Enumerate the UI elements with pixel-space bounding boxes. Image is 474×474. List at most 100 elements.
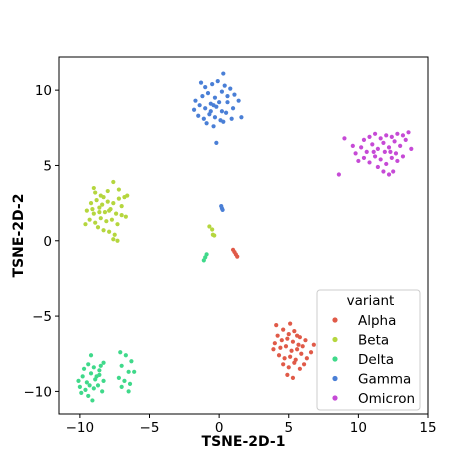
point-alpha-25 — [286, 365, 291, 370]
point-delta-6 — [101, 378, 106, 383]
point-gamma-7 — [230, 106, 236, 111]
y-axis-title: TSNE-2D-2 — [11, 194, 27, 278]
point-beta-32 — [125, 193, 130, 198]
legend-title: variant — [347, 293, 395, 309]
point-omicron-31 — [386, 172, 392, 177]
point-alpha-16 — [300, 344, 305, 349]
point-gamma-36 — [228, 86, 233, 91]
point-delta-19 — [101, 360, 106, 365]
point-gamma-23 — [225, 94, 230, 99]
point-alpha-10 — [303, 338, 308, 343]
point-gamma-12 — [212, 115, 218, 120]
point-beta-1 — [91, 211, 96, 216]
point-delta-17 — [91, 365, 96, 370]
point-delta-0 — [76, 378, 81, 383]
point-delta-37 — [204, 252, 209, 257]
legend-label-alpha: Alpha — [358, 313, 396, 329]
point-beta-3 — [102, 210, 108, 215]
point-alpha-38 — [235, 254, 240, 259]
point-gamma-33 — [193, 98, 198, 103]
point-gamma-18 — [221, 119, 226, 124]
point-omicron-6 — [381, 140, 386, 145]
point-delta-13 — [86, 393, 91, 399]
x-tick-label-1: −5 — [140, 420, 160, 436]
point-delta-28 — [126, 369, 131, 374]
point-omicron-36 — [393, 151, 399, 156]
x-tick-label-2: 0 — [215, 420, 224, 436]
point-delta-16 — [86, 362, 91, 367]
point-delta-14 — [90, 398, 95, 403]
point-delta-18 — [97, 368, 102, 373]
legend: variant Alpha Beta Delta Gamma Omicron — [316, 289, 421, 411]
point-omicron-38 — [371, 149, 376, 154]
point-omicron-24 — [378, 157, 383, 162]
point-delta-27 — [119, 363, 124, 368]
point-omicron-9 — [398, 143, 403, 148]
x-tick-label-3: 5 — [284, 420, 293, 436]
point-alpha-3 — [292, 329, 297, 334]
point-alpha-12 — [278, 345, 283, 350]
point-gamma-6 — [225, 100, 230, 105]
point-gamma-21 — [212, 95, 218, 100]
point-delta-34 — [126, 389, 131, 394]
legend-label-delta: Delta — [358, 352, 394, 368]
point-gamma-34 — [208, 109, 213, 114]
point-beta-24 — [111, 237, 116, 242]
point-alpha-0 — [275, 333, 280, 338]
point-omicron-7 — [386, 145, 392, 150]
axis-ticks: −10 −5 0 5 10 15 −10 −5 0 5 10 — [24, 83, 437, 436]
point-alpha-14 — [289, 348, 294, 353]
point-omicron-3 — [364, 149, 369, 154]
point-omicron-30 — [381, 169, 386, 174]
point-gamma-40 — [220, 207, 225, 212]
point-omicron-1 — [353, 151, 358, 156]
point-beta-2 — [97, 205, 102, 210]
point-alpha-2 — [286, 332, 291, 337]
point-alpha-30 — [311, 342, 316, 347]
data-points — [76, 71, 414, 403]
point-alpha-29 — [290, 375, 296, 380]
point-alpha-33 — [301, 362, 307, 367]
point-omicron-34 — [350, 143, 355, 148]
point-beta-9 — [100, 202, 105, 207]
point-alpha-7 — [285, 336, 290, 341]
point-beta-19 — [115, 222, 120, 227]
point-delta-20 — [88, 353, 94, 358]
point-omicron-17 — [395, 131, 400, 136]
point-delta-22 — [94, 374, 99, 379]
point-gamma-15 — [229, 116, 234, 121]
legend-marker-omicron — [332, 395, 338, 401]
legend-marker-beta — [332, 336, 338, 343]
point-omicron-33 — [342, 136, 347, 141]
point-beta-15 — [93, 220, 98, 225]
point-beta-11 — [111, 201, 116, 206]
point-beta-20 — [95, 225, 101, 230]
point-gamma-16 — [204, 121, 209, 126]
point-gamma-10 — [201, 116, 206, 121]
point-gamma-26 — [215, 79, 220, 84]
y-tick-label-2: 0 — [43, 234, 52, 250]
point-gamma-28 — [198, 80, 204, 85]
point-beta-10 — [105, 199, 110, 204]
point-omicron-37 — [409, 146, 414, 151]
point-gamma-25 — [210, 82, 215, 87]
point-delta-33 — [119, 384, 124, 389]
point-omicron-8 — [392, 139, 397, 144]
point-gamma-37 — [211, 103, 216, 108]
point-omicron-5 — [375, 146, 380, 151]
point-omicron-25 — [384, 161, 389, 167]
point-beta-35 — [97, 210, 102, 215]
point-omicron-35 — [382, 149, 387, 154]
point-alpha-5 — [272, 341, 277, 346]
point-alpha-31 — [274, 323, 279, 328]
point-beta-22 — [107, 229, 112, 234]
point-beta-6 — [119, 204, 124, 209]
point-beta-37 — [101, 194, 106, 200]
point-alpha-23 — [304, 356, 309, 361]
point-beta-28 — [105, 188, 110, 194]
point-alpha-24 — [281, 362, 286, 367]
point-omicron-19 — [406, 130, 411, 135]
point-alpha-34 — [295, 333, 300, 338]
point-alpha-6 — [279, 338, 284, 343]
y-tick-label-3: 5 — [43, 158, 52, 174]
